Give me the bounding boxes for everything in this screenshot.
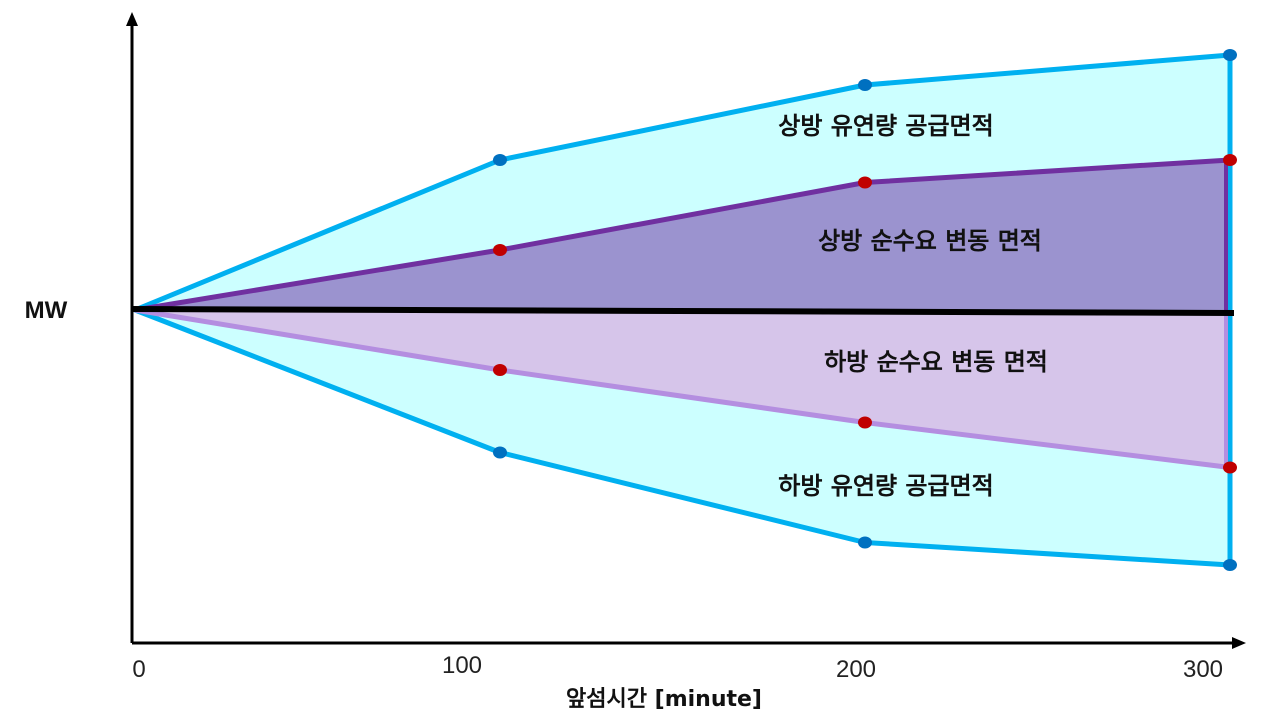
x-tick-label-200: 200 — [836, 656, 876, 683]
x-axis-label: 앞섬시간 [minute] — [566, 687, 762, 712]
x-tick-label-300: 300 — [1183, 656, 1223, 683]
marker-up-supply-3 — [1223, 49, 1237, 61]
label-down-supply: 하방 유연량 공급면적 — [778, 472, 993, 500]
marker-up-supply-1 — [493, 154, 507, 166]
marker-up-demand-1 — [493, 244, 507, 256]
x-axis-arrow — [1232, 637, 1246, 649]
axes — [126, 12, 1246, 649]
x-tick-label-100: 100 — [442, 652, 482, 679]
marker-up-supply-2 — [858, 79, 872, 91]
line-up-demand — [134, 157, 1231, 313]
marker-up-demand-2 — [858, 176, 872, 189]
label-down-demand: 하방 순수요 변동 면적 — [824, 348, 1048, 376]
marker-down-supply-3 — [1223, 559, 1237, 571]
area-up-demand — [135, 160, 1230, 310]
marker-down-demand-3 — [1223, 461, 1237, 474]
line-up-supply — [134, 52, 1231, 313]
marker-layer — [493, 49, 1237, 571]
label-up-demand: 상방 순수요 변동 면적 — [818, 227, 1042, 255]
area-down-demand — [135, 310, 1230, 468]
y-axis-arrow — [126, 12, 138, 26]
y-axis-label: MW — [25, 297, 68, 324]
x-tick-label-0: 0 — [132, 656, 145, 683]
line-down-demand — [134, 307, 1231, 470]
label-up-supply: 상방 유연량 공급면적 — [778, 112, 993, 140]
zero-baseline — [131, 306, 1235, 316]
marker-down-demand-1 — [493, 364, 507, 376]
marker-down-demand-2 — [858, 416, 872, 429]
marker-down-supply-2 — [858, 536, 872, 549]
marker-down-supply-1 — [493, 446, 507, 459]
line-down-supply — [134, 307, 1231, 568]
marker-up-demand-3 — [1223, 154, 1237, 166]
